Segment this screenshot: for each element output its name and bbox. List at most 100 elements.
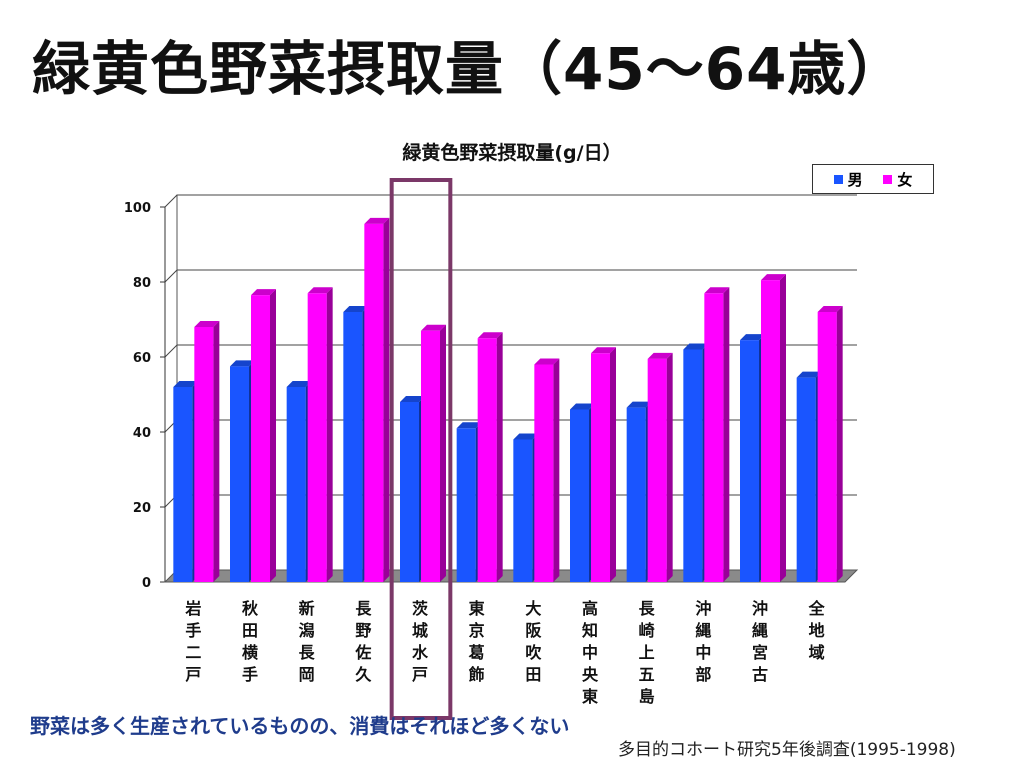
footer-note: 野菜は多く生産されているものの、消費はそれほど多くない [30,714,570,738]
bar-male [740,340,759,582]
bar-female [307,293,327,582]
bar-top-male [173,381,199,387]
bar-top-male [513,433,539,440]
x-tick-label-char: 吹 [525,643,542,662]
bar-male [570,409,589,582]
bar-side-female [326,287,333,582]
bar-female [761,280,780,582]
x-tick-label-char: 上 [639,643,655,662]
legend-swatch-female [883,174,893,184]
bar-female [477,338,497,582]
bar-side-female [666,352,673,582]
legend-item-female: 女 [883,169,912,190]
bar-top-male [740,334,765,341]
bar-female [591,353,610,582]
bar-top-female [194,321,220,327]
x-tick-label-char: 長 [639,599,656,618]
x-tick-label-char: 縄 [752,621,768,640]
bar-female [364,223,384,582]
bar-top-male [570,403,595,410]
bar-female [817,312,837,582]
gridline-depth [164,269,178,283]
bar-top-female [251,289,276,296]
legend-label-male: 男 [847,170,863,189]
bar-side-female [383,217,390,582]
x-tick-label-char: 沖 [752,599,768,618]
x-tick-label-char: 縄 [695,621,711,640]
x-tick-label-char: 秋 [242,599,259,618]
x-tick-label-char: 飾 [469,665,485,684]
x-tick-label-char: 五 [639,665,655,684]
bar-top-male [230,360,255,367]
bar-male [343,312,363,582]
x-tick-label-char: 葛 [469,643,485,662]
x-tick-label-char: 中 [695,643,711,662]
x-tick-label-char: 久 [355,665,372,684]
bar-female [534,364,554,582]
x-tick-label-char: 長 [299,643,316,662]
y-tick-label: 0 [142,576,151,591]
bar-female [421,330,440,582]
legend-swatch-male [833,174,843,184]
bar-side-female [723,287,730,582]
x-tick-label-char: 城 [412,621,428,640]
x-tick-label-char: 二 [185,643,201,662]
x-tick-label-char: 新 [299,599,315,618]
x-tick-label-char: 岩 [184,599,201,618]
x-tick-label-char: 崎 [639,621,655,640]
x-tick-label-char: 高 [582,599,598,618]
bar-male [400,402,419,582]
bar-side-female [780,274,786,582]
x-tick-label-char: 宮 [752,643,768,662]
x-tick-label-char: 東 [582,687,598,706]
x-tick-label-char: 茨 [412,599,428,618]
bar-male [230,366,249,582]
bar-top-female [704,287,730,294]
legend-label-female: 女 [897,170,913,189]
bar-top-female [477,332,503,339]
x-tick-label-char: 沖 [695,599,711,618]
chart-title: 緑黄色野菜摂取量(g/日） [402,142,622,164]
y-tick-label: 100 [124,201,151,216]
bar-side-female [440,324,446,582]
slide-title: 緑黄色野菜摂取量（45～64歳） [32,35,906,103]
x-tick-label-char: 大 [525,599,541,618]
x-tick-label-char: 横 [242,643,259,662]
x-tick-label-char: 央 [582,665,599,684]
bar-top-male [400,396,425,402]
x-tick-label-char: 東 [469,599,485,618]
bar-top-female [647,352,673,359]
bar-side-female [213,321,220,582]
bar-top-female [817,306,843,312]
gridline-depth [164,344,178,358]
bar-top-male [343,306,369,312]
bar-top-male [626,401,652,408]
bar-side-female [553,358,560,582]
x-tick-label-char: 地 [809,621,825,640]
x-tick-label-char: 岡 [299,665,315,684]
bar-male [286,387,306,582]
x-tick-label-char: 潟 [299,621,315,640]
x-tick-label-char: 佐 [354,643,371,662]
x-tick-label-char: 戸 [185,665,201,684]
y-tick-label: 20 [133,501,151,516]
x-tick-label-char: 島 [639,687,655,706]
x-tick-label-char: 全 [808,599,826,618]
y-tick-label: 40 [133,426,151,441]
x-tick-label-char: 長 [355,599,372,618]
bar-female [251,295,270,582]
x-tick-label-char: 域 [809,643,825,662]
bar-top-male [683,343,709,350]
chart-legend: 男 女 [812,164,934,194]
x-tick-label-char: 田 [242,621,258,640]
x-tick-label-char: 田 [525,665,541,684]
bar-side-female [496,332,503,582]
x-tick-label-char: 手 [242,665,258,684]
highlight-box [389,178,453,720]
x-tick-label-char: 水 [412,643,429,662]
source-citation: 多目的コホート研究5年後調査(1995-1998) [618,740,956,760]
x-tick-label-char: 戸 [412,665,428,684]
x-tick-label-char: 中 [582,643,598,662]
bar-female [647,358,667,582]
y-tick-label: 60 [133,351,151,366]
